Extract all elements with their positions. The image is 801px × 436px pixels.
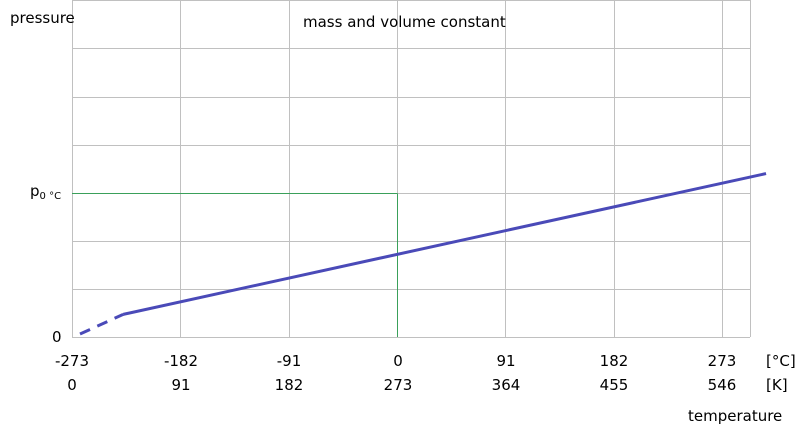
x-axis-label: temperature: [688, 407, 783, 425]
x-tick-kelvin: 273: [383, 376, 413, 394]
chart-title: mass and volume constant: [303, 13, 506, 31]
x-tick-kelvin: 0: [67, 376, 77, 394]
series-line: [122, 172, 767, 316]
x-tick-kelvin: 546: [707, 376, 737, 394]
y-axis-label: pressure: [10, 9, 75, 27]
x-unit-celsius: [°C]: [766, 352, 796, 370]
series-line-extrapolated: [79, 313, 124, 336]
x-tick-kelvin: 91: [171, 376, 191, 394]
y-tick-label-zero: 0: [52, 328, 62, 346]
x-tick-celsius: 182: [599, 352, 629, 370]
y-tick-label-p0: p0 °C: [30, 182, 62, 202]
x-tick-celsius: 91: [496, 352, 516, 370]
x-unit-kelvin: [K]: [766, 376, 788, 394]
x-tick-celsius: -91: [276, 352, 302, 370]
x-tick-kelvin: 182: [274, 376, 304, 394]
x-tick-celsius: -182: [163, 352, 199, 370]
x-tick-celsius: -273: [54, 352, 90, 370]
x-tick-kelvin: 364: [491, 376, 521, 394]
x-tick-celsius: 0: [393, 352, 403, 370]
x-tick-kelvin: 455: [599, 376, 629, 394]
x-tick-celsius: 273: [707, 352, 737, 370]
